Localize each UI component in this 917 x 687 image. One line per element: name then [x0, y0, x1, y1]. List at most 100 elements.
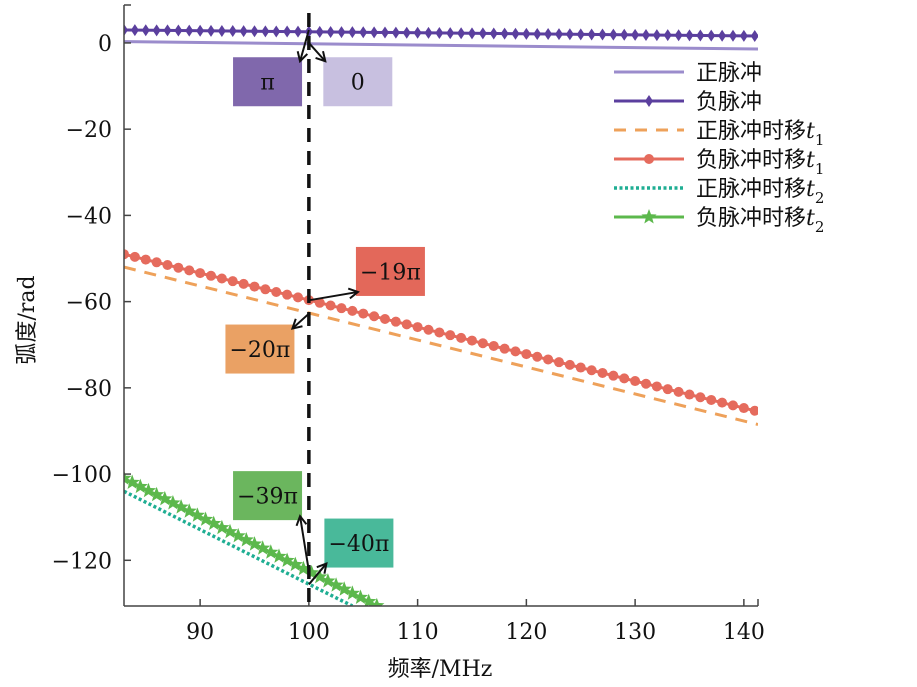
legend-entry: 负脉冲时移t2 — [614, 206, 824, 236]
data-point-marker — [173, 499, 189, 514]
data-point-marker — [336, 581, 352, 596]
data-point-marker — [662, 384, 673, 395]
data-point-marker — [370, 26, 379, 39]
data-point-marker — [718, 29, 727, 42]
data-point-marker — [424, 26, 433, 39]
data-point-marker — [140, 254, 151, 265]
phase-annotation: −20π — [225, 312, 310, 374]
data-point-marker — [706, 394, 717, 405]
data-point-marker — [352, 589, 369, 604]
data-point-marker — [554, 28, 563, 41]
data-point-marker — [695, 392, 706, 403]
data-point-marker — [195, 268, 206, 279]
data-point-marker — [228, 25, 237, 38]
legend-label: 正脉冲 — [696, 61, 762, 86]
data-point-marker — [412, 322, 423, 333]
data-point-marker — [129, 251, 140, 262]
data-point-marker — [141, 24, 150, 37]
data-point-marker — [184, 265, 195, 276]
annotation-label: π — [260, 71, 274, 96]
data-point-marker — [499, 343, 510, 354]
data-point-marker — [336, 303, 347, 314]
data-point-marker — [597, 367, 608, 378]
data-point-marker — [263, 544, 279, 559]
data-point-marker — [379, 313, 390, 324]
data-point-marker — [620, 28, 629, 41]
axes: 90 100 110 120 130 140 0 −20 −40 −60 −80 −100 −120 — [52, 4, 765, 645]
data-point-marker — [445, 330, 456, 341]
data-point-marker — [402, 26, 411, 39]
data-point-marker — [157, 490, 173, 506]
annotation-box — [233, 57, 303, 107]
data-point-marker — [279, 552, 295, 567]
data-point-marker — [641, 28, 650, 41]
data-point-marker — [631, 28, 640, 41]
data-point-marker — [124, 474, 140, 489]
data-point-marker — [467, 27, 476, 40]
x-tick-label: 140 — [723, 620, 765, 645]
data-point-marker — [553, 357, 564, 368]
data-point-marker — [162, 259, 173, 270]
data-point-marker — [533, 27, 542, 40]
data-point-marker — [685, 29, 694, 42]
data-point-marker — [739, 29, 748, 42]
legend-entry: 负脉冲 — [614, 90, 762, 115]
data-point-marker — [174, 24, 183, 37]
data-point-marker — [358, 308, 369, 319]
series-layer — [124, 24, 758, 606]
data-point-marker — [696, 29, 705, 42]
phase-annotation: −19π — [308, 246, 425, 302]
phase-annotation: −39π — [233, 471, 310, 572]
data-point-marker — [674, 29, 683, 42]
annotation-arrow — [300, 29, 310, 61]
data-point-marker — [326, 25, 335, 38]
data-point-marker — [749, 405, 758, 416]
data-point-marker — [282, 289, 293, 300]
y-tick-label: −80 — [66, 377, 112, 402]
y-tick-label: −20 — [66, 118, 112, 143]
series-line — [124, 489, 354, 606]
data-point-marker — [532, 351, 543, 362]
legend-entry: 负脉冲时移t1 — [614, 148, 824, 178]
data-point-marker — [348, 26, 357, 39]
x-tick-label: 110 — [397, 620, 439, 645]
data-point-marker — [651, 381, 662, 392]
data-point-marker — [206, 24, 215, 37]
data-point-marker — [320, 573, 336, 588]
data-point-marker — [361, 593, 377, 606]
data-point-marker — [325, 300, 336, 311]
data-point-marker — [173, 262, 184, 273]
annotation-box — [323, 57, 393, 107]
data-point-marker — [347, 305, 358, 316]
data-point-marker — [511, 27, 520, 40]
legend-label: 负脉冲 — [696, 90, 762, 115]
data-point-marker — [239, 25, 248, 38]
series-5 — [124, 489, 354, 606]
data-point-marker — [304, 564, 320, 580]
series-2 — [124, 24, 758, 43]
data-point-marker — [132, 478, 148, 494]
series-6 — [124, 470, 385, 606]
data-point-marker — [423, 324, 434, 335]
y-tick-label: −100 — [52, 463, 112, 488]
annotation-box — [355, 246, 425, 296]
data-point-marker — [727, 400, 738, 411]
data-point-marker — [543, 354, 554, 365]
data-point-marker — [271, 286, 282, 297]
data-point-marker — [598, 28, 607, 41]
data-point-marker — [149, 486, 165, 502]
legend-label: 正脉冲时移t2 — [696, 177, 824, 207]
annotation-label: −40π — [328, 532, 389, 557]
annotation-box — [225, 324, 295, 374]
data-point-marker — [124, 24, 128, 37]
legend-marker — [644, 154, 654, 164]
data-point-marker — [293, 25, 302, 38]
data-point-marker — [165, 495, 181, 510]
data-point-marker — [272, 25, 281, 38]
data-point-marker — [510, 346, 521, 357]
data-point-marker — [401, 319, 412, 330]
data-point-marker — [217, 24, 226, 37]
legend-label: 正脉冲时移t1 — [696, 119, 824, 149]
data-point-marker — [124, 249, 129, 260]
annotation-arrow — [300, 516, 310, 572]
